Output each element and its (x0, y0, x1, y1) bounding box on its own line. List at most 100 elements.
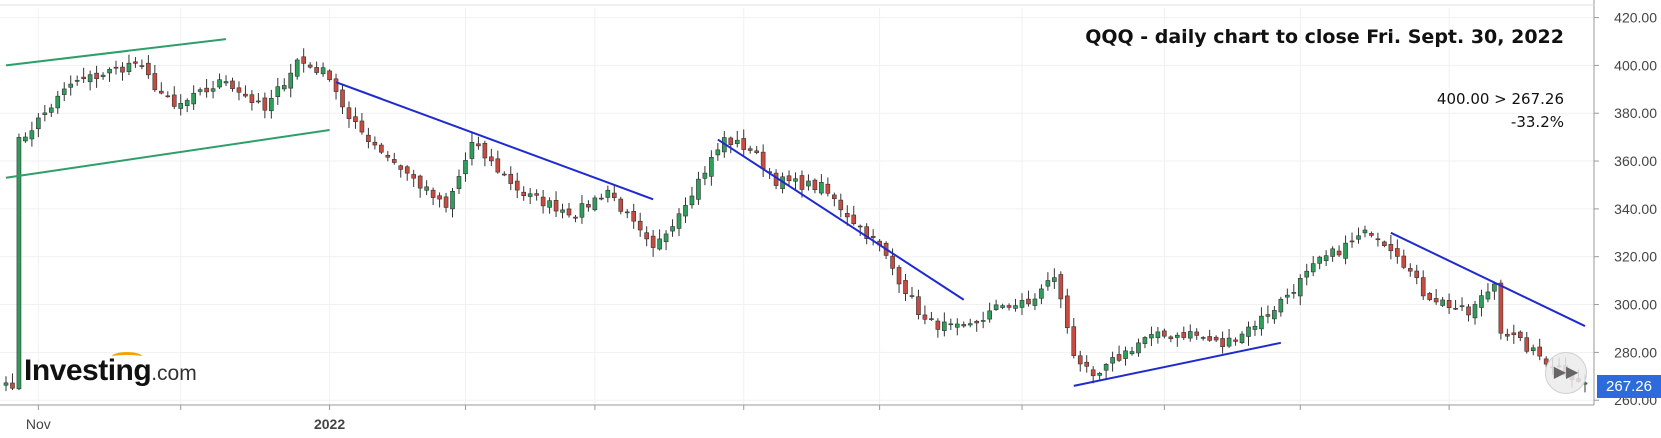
candle-up (702, 172, 708, 179)
candle-up (1310, 263, 1316, 273)
candle-up (527, 193, 533, 197)
candle-down (1524, 337, 1530, 352)
candle-up (463, 160, 468, 175)
candle-up (1052, 277, 1057, 282)
candle-down (637, 220, 643, 231)
candle-down (314, 67, 319, 73)
candle-down (903, 280, 908, 295)
candle-down (812, 179, 818, 190)
candle-down (94, 72, 99, 79)
candle-down (120, 66, 125, 73)
candle-up (1356, 235, 1361, 240)
candle-down (1116, 354, 1122, 361)
scroll-to-latest-button[interactable]: ▶▶ (1545, 352, 1587, 394)
candle-down (728, 137, 734, 146)
downtrend-line (1390, 231, 1586, 327)
chart-title: QQQ - daily chart to close Fri. Sept. 30… (1085, 26, 1564, 48)
candle-down (974, 320, 980, 324)
candle-up (1330, 248, 1335, 257)
candle-up (1479, 295, 1484, 308)
candle-down (1517, 331, 1523, 339)
y-tick-label: 380.00 (1614, 105, 1657, 121)
candle-down (1401, 255, 1407, 268)
candle-up (178, 103, 184, 109)
candle-down (81, 76, 86, 80)
candle-up (294, 59, 300, 77)
candle-up (74, 80, 80, 82)
candle-up (450, 191, 455, 210)
candle-up (1175, 334, 1180, 338)
candle-up (1343, 242, 1348, 259)
candle-down (489, 156, 494, 162)
candle-down (327, 70, 332, 81)
candle-up (1459, 305, 1465, 308)
candle-up (1272, 310, 1277, 320)
candle-up (1297, 277, 1303, 297)
candle-down (476, 143, 481, 147)
candle-up (1142, 337, 1148, 344)
candle-down (1433, 298, 1439, 303)
candle-up (1110, 357, 1115, 364)
candle-down (747, 148, 753, 151)
y-tick-label: 300.00 (1614, 297, 1657, 313)
candle-down (832, 194, 837, 200)
candle-up (547, 200, 552, 208)
candle-down (204, 87, 209, 93)
candle-down (864, 226, 869, 239)
candle-up (624, 211, 630, 214)
candle-down (566, 208, 572, 216)
candle-up (3, 382, 9, 386)
candle-down (171, 94, 177, 107)
candle-down (514, 180, 520, 191)
candle-up (1246, 326, 1251, 337)
candle-up (320, 67, 326, 75)
candle-down (159, 90, 164, 94)
candle-down (1466, 306, 1471, 316)
candle-down (404, 166, 410, 174)
x-tick-label: Nov (26, 416, 51, 432)
candle-down (301, 56, 306, 64)
candle-down (1505, 333, 1510, 337)
candle-down (359, 120, 365, 133)
candle-down (1162, 330, 1167, 337)
candle-down (1213, 336, 1219, 341)
candle-down (611, 192, 617, 198)
candle-down (340, 89, 345, 108)
candle-up (456, 176, 462, 189)
candle-up (657, 238, 662, 250)
y-tick-label: 340.00 (1614, 201, 1657, 217)
candle-up (980, 320, 986, 322)
candle-up (87, 74, 93, 83)
candle-down (1194, 331, 1200, 336)
candle-down (113, 66, 119, 69)
candle-up (1362, 229, 1368, 234)
candle-up (217, 79, 222, 88)
candle-up (683, 205, 688, 217)
candle-down (333, 78, 339, 92)
candle-up (469, 141, 475, 159)
candle-down (1181, 332, 1187, 338)
candle-down (644, 232, 649, 240)
candle-down (1388, 244, 1394, 252)
candle-down (411, 174, 416, 179)
candle-up (1285, 294, 1290, 298)
y-tick-label: 400.00 (1614, 57, 1657, 73)
candle-up (48, 107, 54, 113)
candle-down (243, 93, 248, 97)
candle-up (993, 304, 999, 310)
candle-up (1097, 372, 1102, 376)
candle-up (223, 81, 229, 84)
last-price-badge: 267.26 (1597, 375, 1661, 398)
candle-down (1077, 355, 1083, 365)
candle-down (553, 200, 559, 212)
candle-up (42, 112, 48, 115)
candle-up (55, 95, 61, 109)
candle-down (1336, 250, 1342, 256)
candle-up (954, 323, 960, 328)
channel-lower-trendline (5, 128, 330, 179)
candle-down (1407, 268, 1413, 272)
candle-down (540, 196, 546, 207)
candle-up (1440, 299, 1445, 306)
candle-up (689, 195, 695, 206)
